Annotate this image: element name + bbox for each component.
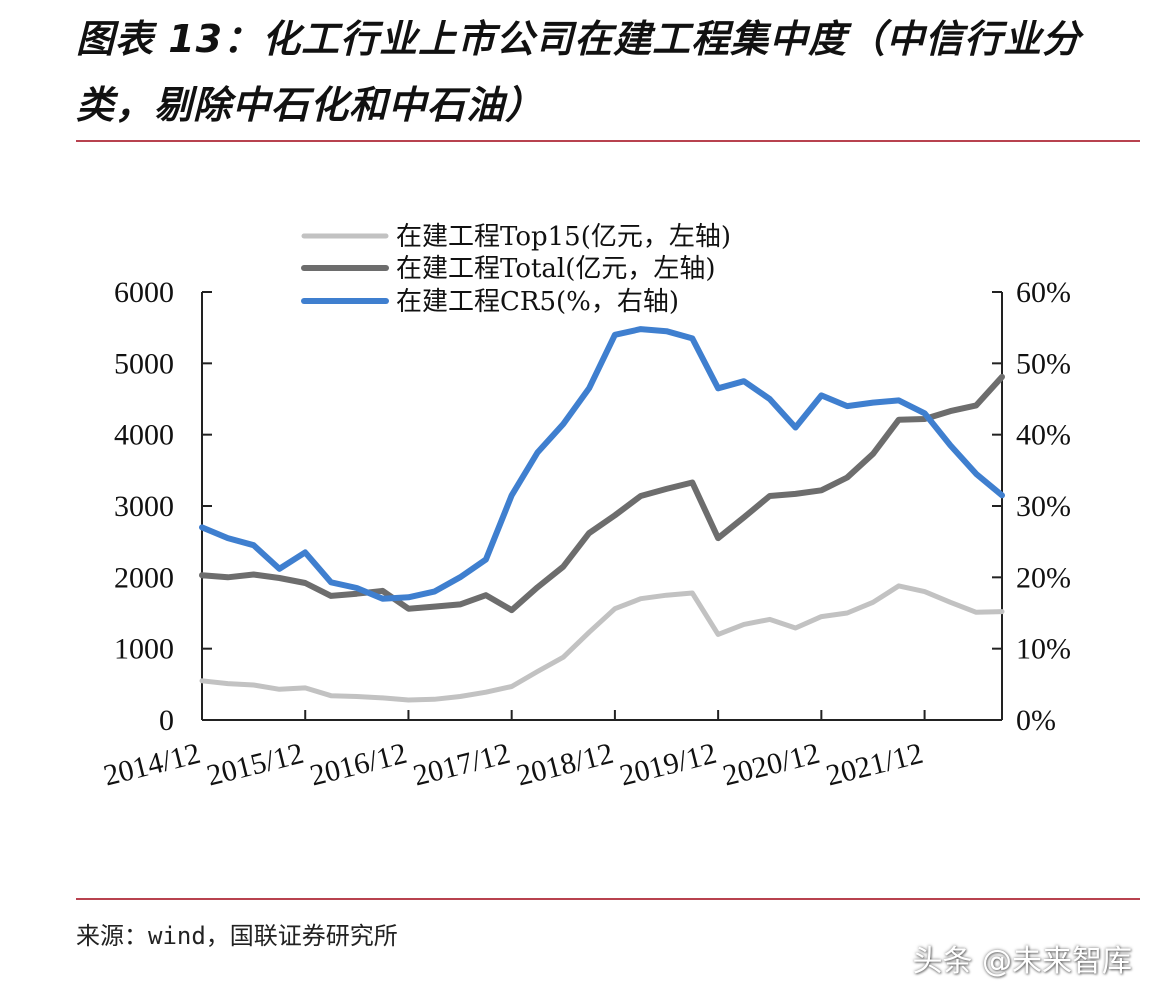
x-tick-label: 2021/12 — [823, 737, 926, 793]
chart-title: 图表 13：化工行业上市公司在建工程集中度（中信行业分类，剔除中石化和中石油） — [76, 17, 1082, 127]
source-note: 来源：wind，国联证券研究所 — [76, 922, 398, 950]
watermark: 头条 @未来智库 — [912, 944, 1132, 979]
left-tick-label: 5000 — [114, 347, 174, 380]
legend-item-cr5-label: 在建工程CR5(%，右轴) — [396, 287, 679, 317]
total-line — [199, 373, 1005, 614]
right-tick-label: 30% — [1016, 490, 1071, 523]
left-tick-label: 2000 — [114, 561, 174, 594]
legend-item-top15-label: 在建工程Top15(亿元，左轴) — [396, 222, 731, 252]
right-tick-label: 40% — [1016, 419, 1071, 452]
right-tick-label: 60% — [1016, 276, 1071, 309]
x-tick-label: 2016/12 — [307, 737, 410, 793]
top15-line — [199, 583, 1005, 703]
x-tick-label: 2019/12 — [616, 737, 719, 793]
right-tick-label: 10% — [1016, 633, 1071, 666]
left-tick-label: 3000 — [114, 490, 174, 523]
right-tick-label: 0% — [1016, 704, 1056, 737]
right-tick-label: 20% — [1016, 561, 1071, 594]
title-rule — [76, 140, 1140, 142]
left-tick-label: 4000 — [114, 419, 174, 452]
left-tick-label: 1000 — [114, 633, 174, 666]
chart-series — [199, 326, 1005, 703]
left-tick-label: 0 — [159, 704, 174, 737]
x-tick-label: 2014/12 — [100, 737, 203, 793]
right-tick-label: 50% — [1016, 347, 1071, 380]
chart-legend: 在建工程Top15(亿元，左轴)在建工程Total(亿元，左轴)在建工程CR5(… — [301, 222, 731, 317]
x-tick-label: 2018/12 — [513, 737, 616, 793]
x-tick-label: 2015/12 — [204, 737, 307, 793]
x-tick-label: 2017/12 — [410, 737, 513, 793]
x-tick-label: 2020/12 — [720, 737, 823, 793]
cr5-line — [199, 326, 1005, 602]
legend-item-total-label: 在建工程Total(亿元，左轴) — [396, 254, 716, 284]
left-tick-label: 6000 — [114, 276, 174, 309]
source-rule — [76, 898, 1140, 900]
